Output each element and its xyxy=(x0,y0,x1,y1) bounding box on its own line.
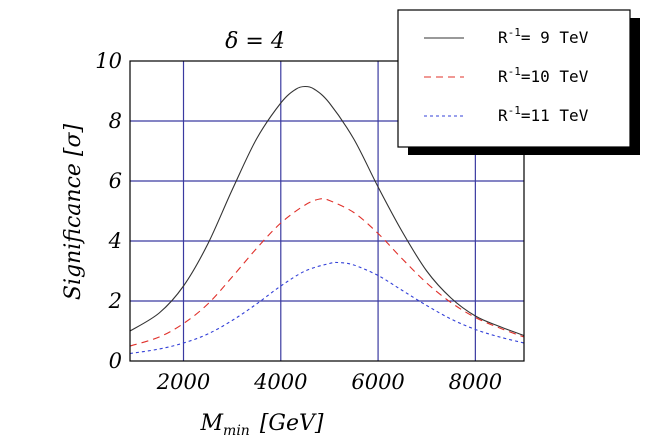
series-line-2 xyxy=(129,198,525,347)
y-tick-label: 2 xyxy=(108,289,122,313)
x-tick-labels: 2000 4000 6000 8000 xyxy=(156,370,502,394)
x-axis-label-sub: min xyxy=(223,423,250,439)
y-tick-label: 4 xyxy=(108,229,122,253)
y-axis-label: Significance [σ] xyxy=(61,123,86,300)
legend-box xyxy=(397,9,631,148)
x-tick-label: 4000 xyxy=(253,370,307,394)
series-line-1 xyxy=(129,85,525,337)
y-tick-label: 6 xyxy=(109,169,122,193)
y-tick-label: 10 xyxy=(95,49,122,73)
legend-label-1: R-1= 9 TeV xyxy=(498,26,589,47)
y-tick-label: 0 xyxy=(109,349,122,373)
legend: R-1= 9 TeV R-1=10 TeV R-1=11 TeV xyxy=(397,9,640,155)
y-tick-label: 8 xyxy=(109,109,122,133)
y-tick-labels: 0 2 4 6 8 10 xyxy=(95,49,122,373)
plot-frame xyxy=(129,60,525,362)
x-axis-label-unit: [GeV] xyxy=(260,411,324,436)
chart-title: δ = 4 xyxy=(225,29,285,54)
legend-label-3: R-1=11 TeV xyxy=(498,104,589,125)
series-line-3 xyxy=(129,261,525,355)
x-tick-label: 2000 xyxy=(156,370,210,394)
series-lines xyxy=(129,85,525,355)
x-axis-label: Mmin [GeV] xyxy=(200,411,324,439)
x-tick-label: 6000 xyxy=(351,370,404,394)
x-tick-label: 8000 xyxy=(449,370,502,394)
legend-label-2: R-1=10 TeV xyxy=(498,65,589,86)
x-axis-label-main: M xyxy=(200,411,224,436)
